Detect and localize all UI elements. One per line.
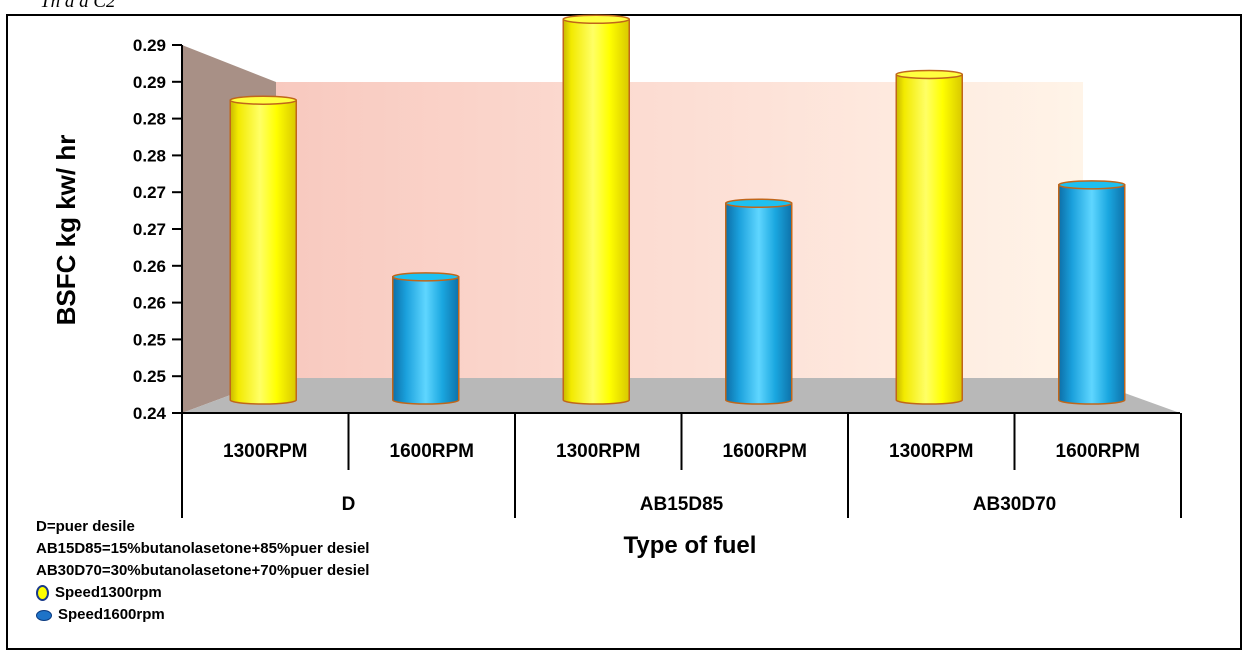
yellow-marker-icon bbox=[36, 585, 49, 601]
y-axis-title: BSFC kg kw/ hr bbox=[51, 135, 81, 326]
y-tick-label: 0.26 bbox=[133, 294, 166, 313]
y-tick-label: 0.24 bbox=[133, 404, 167, 423]
y-tick-label: 0.28 bbox=[133, 110, 166, 129]
subcategory-label: 1600RPM bbox=[390, 441, 475, 462]
bar-top bbox=[1058, 180, 1126, 190]
subcategory-label: 1300RPM bbox=[223, 441, 308, 462]
bar-body bbox=[895, 73, 963, 405]
caption-text: Th d d C2 bbox=[40, 0, 116, 12]
bar-body bbox=[725, 202, 793, 405]
bar-top bbox=[562, 14, 630, 24]
y-tick-label: 0.28 bbox=[133, 146, 166, 165]
bar-body bbox=[392, 276, 460, 405]
bars bbox=[229, 14, 1126, 405]
figure-frame bbox=[6, 14, 1242, 650]
group-labels: D AB15D85 AB30D70 bbox=[342, 494, 1057, 515]
bar-top bbox=[229, 95, 297, 105]
y-tick-label: 0.25 bbox=[133, 367, 166, 386]
bar-D-1300RPM bbox=[229, 95, 297, 405]
legend-note-ab15d85: AB15D85=15%butanolasetone+85%puer desiel bbox=[36, 540, 370, 557]
legend-note-d: D=puer desile bbox=[36, 518, 135, 535]
bar-AB30D70-1300RPM bbox=[895, 69, 963, 405]
bar-AB30D70-1600RPM bbox=[1058, 180, 1126, 405]
bar-top bbox=[725, 198, 793, 208]
group-label: AB15D85 bbox=[640, 494, 724, 515]
bar-top bbox=[895, 69, 963, 80]
subcategory-label: 1600RPM bbox=[1056, 441, 1141, 462]
y-tick-label: 0.27 bbox=[133, 183, 166, 202]
bar-body bbox=[1058, 184, 1126, 405]
bar-body bbox=[562, 18, 630, 405]
bar-body bbox=[229, 99, 297, 405]
x-axis-title: Type of fuel bbox=[624, 532, 757, 559]
legend-item-1300rpm: Speed1300rpm bbox=[36, 582, 369, 604]
legend: D=puer desile AB15D85=15%butanolasetone+… bbox=[36, 516, 369, 626]
floor bbox=[182, 378, 1180, 413]
y-tick-label: 0.26 bbox=[133, 257, 166, 276]
y-tick-label: 0.29 bbox=[133, 36, 166, 55]
group-label: AB30D70 bbox=[973, 494, 1056, 515]
y-axis-ticks bbox=[172, 44, 182, 414]
category-dividers bbox=[181, 413, 1182, 518]
bar-D-1600RPM bbox=[392, 272, 460, 405]
legend-item-1600rpm: Speed1600rpm bbox=[36, 604, 369, 626]
bar-top bbox=[392, 272, 460, 282]
blue-marker-icon bbox=[36, 609, 52, 621]
subcategory-label: 1300RPM bbox=[889, 441, 974, 462]
bar-AB15D85-1600RPM bbox=[725, 198, 793, 405]
subcategory-label: 1600RPM bbox=[723, 441, 808, 462]
cropped-caption: Th d d C2 bbox=[0, 0, 1250, 18]
y-tick-label: 0.25 bbox=[133, 330, 166, 349]
y-tick-label: 0.27 bbox=[133, 220, 166, 239]
legend-note-ab30d70: AB30D70=30%butanolasetone+70%puer desiel bbox=[36, 562, 370, 579]
subcategory-labels: 1300RPM 1600RPM 1300RPM 1600RPM 1300RPM 1600R… bbox=[223, 441, 1140, 462]
y-axis-tick-labels: 0.24 0.25 0.25 0.26 0.26 0.27 0.27 0.28 0.28 0.29… bbox=[133, 36, 167, 423]
y-tick-label: 0.29 bbox=[133, 73, 166, 92]
group-label: D bbox=[342, 494, 356, 515]
subcategory-label: 1300RPM bbox=[556, 441, 641, 462]
bar-AB15D85-1300RPM bbox=[562, 14, 630, 405]
